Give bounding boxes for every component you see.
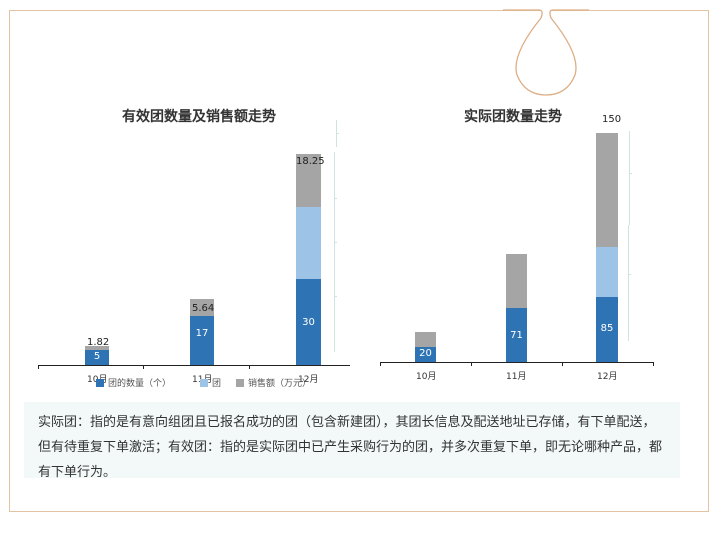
bar-11: 71 (506, 254, 527, 362)
bracket-tick (336, 133, 339, 134)
x-tick-label: 11月 (506, 372, 527, 382)
definition-note: 实际团：指的是有意向组团且已报名成功的团（包含新建团），其团长信息及配送地址已存… (24, 402, 680, 480)
bracket-tick (334, 198, 337, 199)
bar-10: 20 (415, 332, 436, 362)
legend-item: 销售额（万元） (236, 376, 311, 389)
bar-12: 30 (296, 154, 321, 365)
bar-12: 85 (596, 133, 618, 362)
bracket-tick (334, 242, 337, 243)
bar-11: 17 (190, 299, 214, 365)
water-drop-decoration (503, 9, 589, 96)
value-label: 18.25 (296, 156, 325, 167)
legend-swatch-icon (200, 378, 208, 387)
x-tick-label: 12月 (597, 372, 618, 382)
value-label: 5.64 (192, 303, 215, 314)
chart-title: 实际团数量走势 (464, 109, 562, 125)
effective-groups-chart: 有效团数量及销售额走势 5 1.82 17 5.64 30 18.25 10月 … (34, 106, 350, 392)
bracket-tick (334, 296, 337, 297)
chart-title: 有效团数量及销售额走势 (122, 109, 276, 125)
x-tick-label: 12月 (298, 375, 319, 385)
page-frame (9, 10, 709, 512)
legend-swatch-icon (236, 378, 244, 387)
bracket-line (629, 131, 630, 225)
bracket-line (334, 152, 335, 352)
bracket-tick (628, 274, 631, 275)
bracket-line (628, 225, 629, 341)
bar-10: 5 (85, 346, 109, 365)
legend-swatch-icon (96, 378, 104, 387)
x-tick-label: 10月 (416, 372, 437, 382)
x-axis (38, 365, 350, 366)
total-label: 150 (602, 114, 622, 125)
legend-item: 团的数量（个） (96, 376, 171, 389)
value-label: 1.82 (87, 337, 110, 348)
actual-groups-chart: 实际团数量走势 150 20 71 85 10月 11月 12月 (366, 106, 658, 386)
bracket-tick (629, 173, 632, 174)
x-axis (380, 362, 654, 363)
legend-item: 团 (200, 376, 221, 389)
